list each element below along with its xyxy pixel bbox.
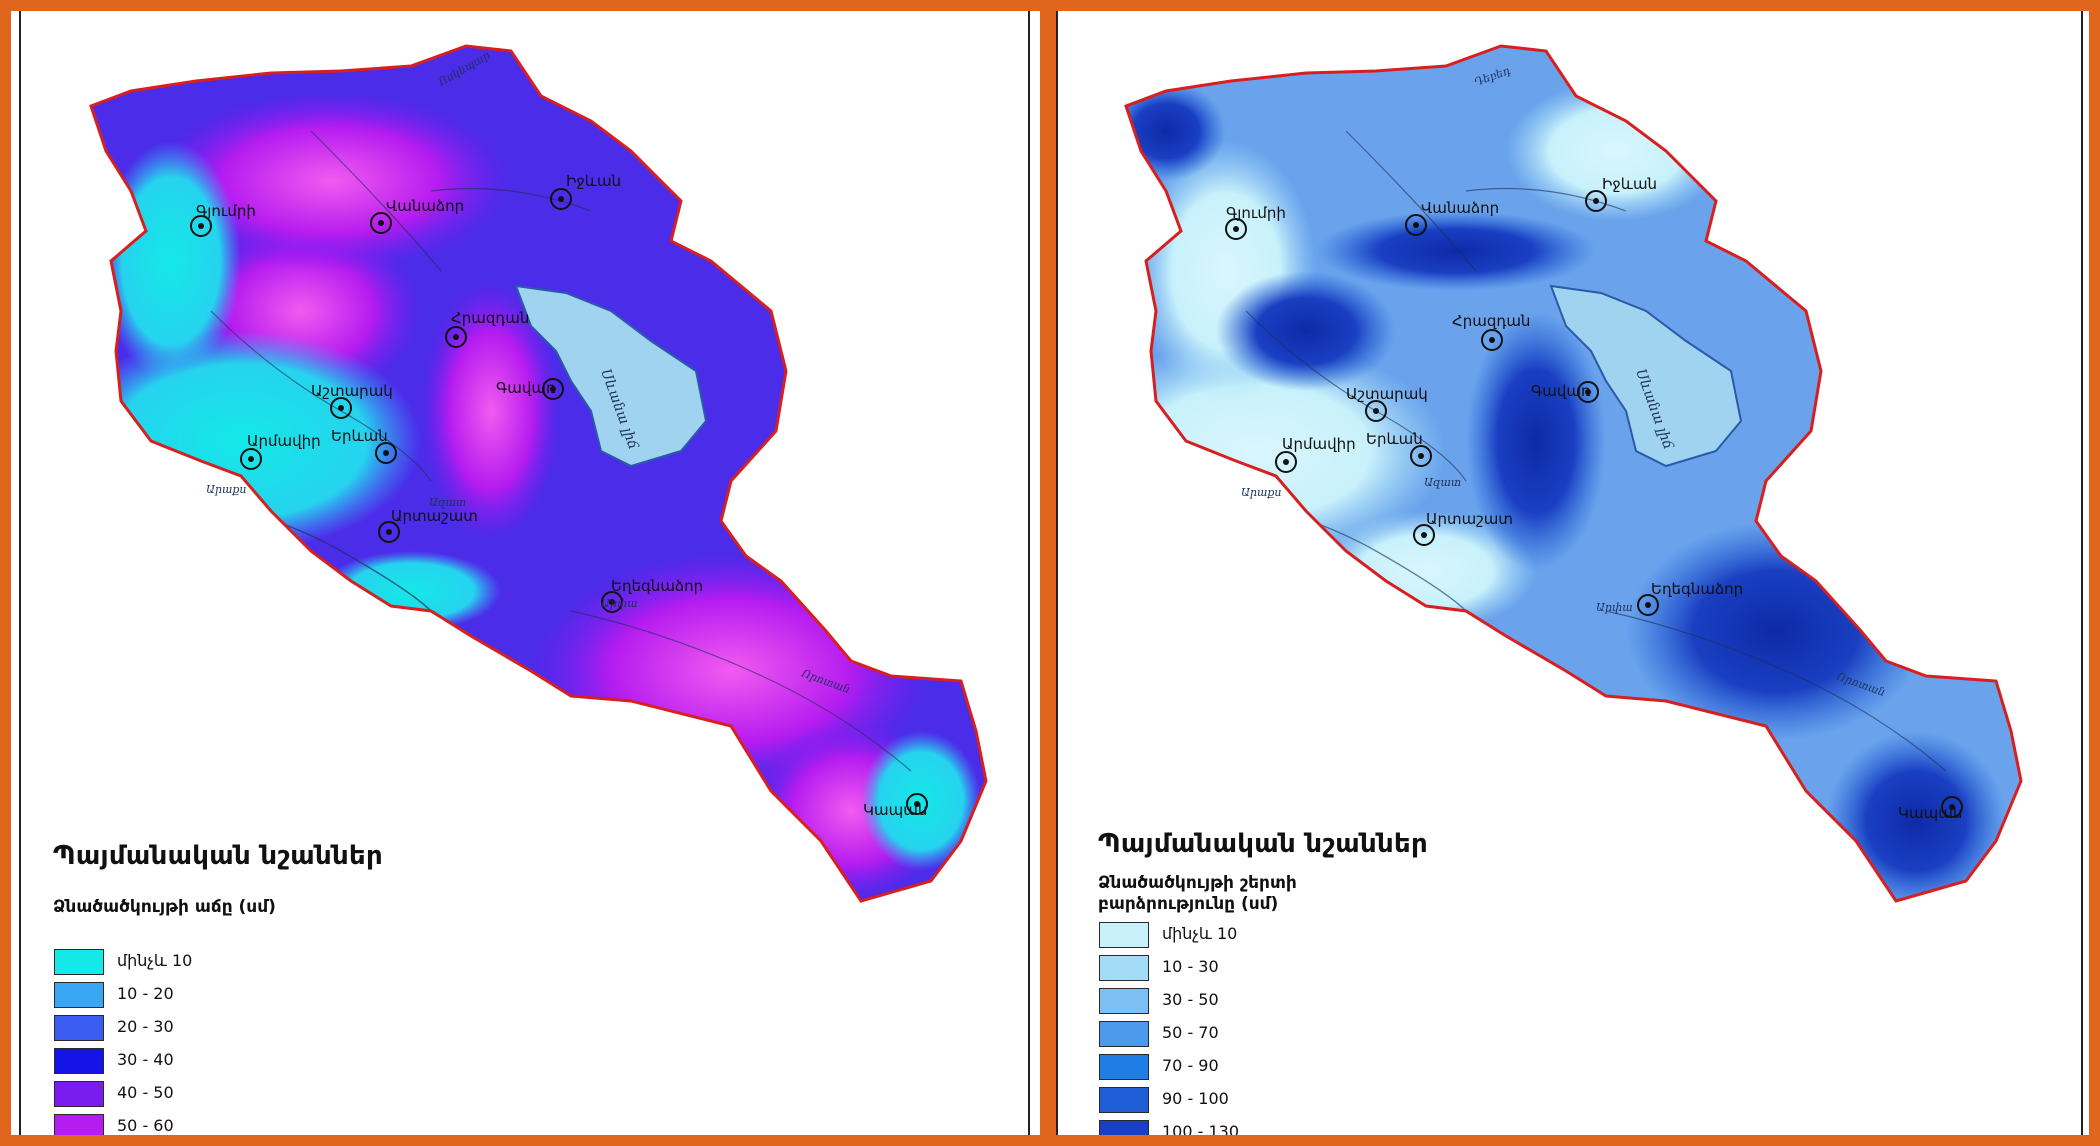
river-label: Արաքս bbox=[206, 483, 247, 496]
river-label: Արփա bbox=[1596, 601, 1633, 614]
legend-swatch bbox=[54, 1081, 104, 1107]
legend-label: 10 - 20 bbox=[117, 984, 174, 1003]
city-marker bbox=[240, 448, 262, 470]
city-marker bbox=[906, 793, 928, 815]
frame-line bbox=[1056, 11, 1058, 1135]
map-panel-snow-depth: Սևանա լիճ Գյումրի Վանաձոր Իջևան Հրազդան … bbox=[1056, 11, 2089, 1135]
legend-swatch bbox=[54, 1048, 104, 1074]
city-marker bbox=[1585, 190, 1607, 212]
city-marker bbox=[1413, 524, 1435, 546]
legend-label: 70 - 90 bbox=[1162, 1056, 1219, 1075]
legend-label: մինչև 10 bbox=[1162, 924, 1238, 943]
legend-swatch bbox=[1099, 955, 1149, 981]
legend-label: 50 - 70 bbox=[1162, 1023, 1219, 1042]
city-label: Արտաշատ bbox=[1426, 510, 1513, 528]
legend-label: մինչև 10 bbox=[117, 951, 193, 970]
city-marker bbox=[190, 215, 212, 237]
legend-swatch bbox=[1099, 1021, 1149, 1047]
city-marker bbox=[542, 378, 564, 400]
city-label: Արմավիր bbox=[247, 432, 321, 450]
legend-swatch bbox=[1099, 988, 1149, 1014]
legend-swatch bbox=[54, 1015, 104, 1041]
city-marker bbox=[1481, 329, 1503, 351]
lake-sevan bbox=[514, 284, 708, 468]
city-marker bbox=[550, 188, 572, 210]
frame-line bbox=[19, 11, 21, 1135]
legend-label: 50 - 60 bbox=[117, 1116, 174, 1135]
city-marker bbox=[1577, 381, 1599, 403]
legend-swatch bbox=[1099, 1054, 1149, 1080]
legend-subtitle: Ձնածածկույթի աճը (սմ) bbox=[53, 897, 276, 917]
city-marker bbox=[370, 212, 392, 234]
city-label: Գավառ bbox=[1531, 382, 1591, 400]
city-label: Գյումրի bbox=[1226, 204, 1286, 222]
city-marker bbox=[1405, 214, 1427, 236]
legend-title: Պայմանական նշաններ bbox=[53, 841, 384, 871]
legend-swatch bbox=[1099, 922, 1149, 948]
city-label: Արտաշատ bbox=[391, 507, 478, 525]
river-label: Ազատ bbox=[429, 496, 466, 509]
city-marker bbox=[1637, 594, 1659, 616]
city-marker bbox=[445, 326, 467, 348]
river-label: Արփա bbox=[601, 597, 638, 610]
river-label: Ազատ bbox=[1424, 476, 1461, 489]
legend-swatch bbox=[1099, 1087, 1149, 1113]
city-label: Իջևան bbox=[566, 172, 621, 190]
city-label: Իջևան bbox=[1602, 175, 1657, 193]
city-marker bbox=[1410, 445, 1432, 467]
city-label: Կապան bbox=[1898, 804, 1962, 822]
city-label: Վանաձոր bbox=[1421, 199, 1499, 217]
map-panel-snow-increase: Սևանա լիճ Գյումրի Վանաձոր Իջևան Հրազդան … bbox=[11, 11, 1040, 1135]
city-marker bbox=[1941, 796, 1963, 818]
legend-label: 10 - 30 bbox=[1162, 957, 1219, 976]
city-label: Կապան bbox=[863, 801, 927, 819]
city-marker bbox=[330, 397, 352, 419]
city-marker bbox=[1365, 400, 1387, 422]
legend-swatch bbox=[1099, 1120, 1149, 1135]
legend-label: 30 - 50 bbox=[1162, 990, 1219, 1009]
city-label: Արմավիր bbox=[1282, 435, 1356, 453]
legend-label: 90 - 100 bbox=[1162, 1089, 1229, 1108]
city-label: Վանաձոր bbox=[386, 197, 464, 215]
legend-label: 20 - 30 bbox=[117, 1017, 174, 1036]
legend-label: 30 - 40 bbox=[117, 1050, 174, 1069]
armenia-map-snow-increase: Սևանա լիճ Գյումրի Վանաձոր Իջևան Հրազդան … bbox=[89, 44, 988, 903]
city-marker bbox=[378, 521, 400, 543]
lake-sevan bbox=[1549, 284, 1743, 468]
city-label: Աշտարակ bbox=[1346, 385, 1428, 403]
city-label: Եղեգնաձոր bbox=[1651, 580, 1743, 598]
legend-swatch bbox=[54, 1114, 104, 1135]
legend-swatch bbox=[54, 982, 104, 1008]
legend-label: 40 - 50 bbox=[117, 1083, 174, 1102]
city-marker bbox=[601, 591, 623, 613]
river-label: Արաքս bbox=[1241, 486, 1282, 499]
city-label: Երևան bbox=[1366, 430, 1423, 448]
legend-label: 100 - 130 bbox=[1162, 1122, 1240, 1135]
frame-line bbox=[1028, 11, 1030, 1135]
frame-line bbox=[2081, 11, 2083, 1135]
city-label: Հրազդան bbox=[451, 309, 529, 327]
legend-subtitle: Ձնածածկույթի շերտի բարձրությունը (սմ) bbox=[1098, 873, 1297, 914]
city-marker bbox=[375, 442, 397, 464]
city-label: Գավառ bbox=[496, 379, 556, 397]
city-label: Աշտարակ bbox=[311, 382, 393, 400]
city-label: Հրազդան bbox=[1452, 312, 1530, 330]
city-marker bbox=[1275, 451, 1297, 473]
legend-swatch bbox=[54, 949, 104, 975]
city-marker bbox=[1225, 218, 1247, 240]
legend-title: Պայմանական նշաններ bbox=[1098, 829, 1429, 859]
city-label: Երևան bbox=[331, 427, 388, 445]
city-label: Գյումրի bbox=[196, 202, 256, 220]
armenia-map-snow-depth: Սևանա լիճ Գյումրի Վանաձոր Իջևան Հրազդան … bbox=[1124, 44, 2023, 903]
city-label: Եղեգնաձոր bbox=[611, 577, 703, 595]
